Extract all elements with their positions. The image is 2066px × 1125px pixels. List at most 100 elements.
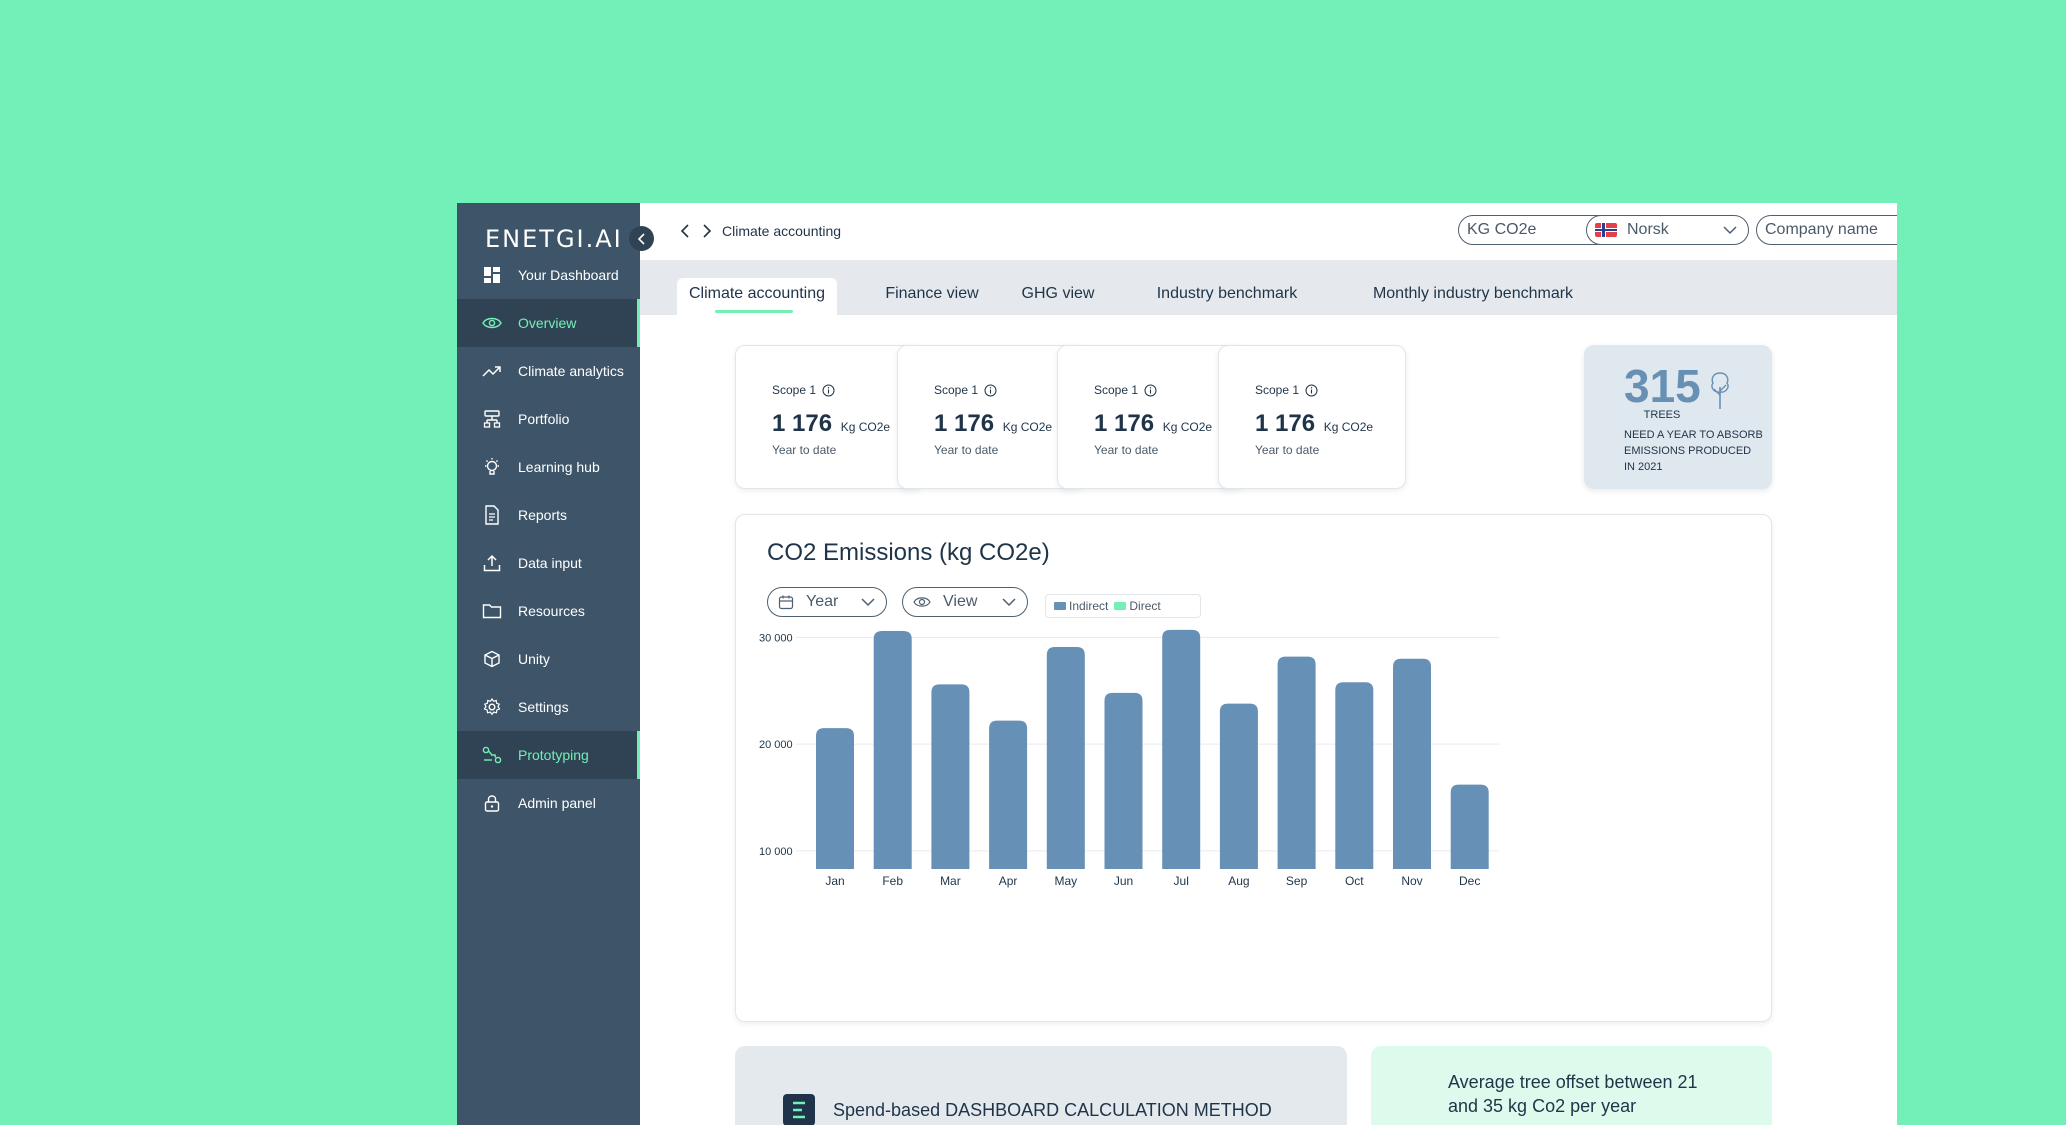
tab-finance-view[interactable]: Finance view [882,278,982,315]
x-tick-label: Oct [1345,874,1364,888]
info-icon[interactable] [1144,384,1157,397]
sidebar-item-label: Data input [518,555,582,571]
sidebar-item-label: Reports [518,507,568,523]
x-tick-label: Aug [1228,874,1249,888]
view-select-value: View [943,593,978,610]
tab-monthly-industry-benchmark[interactable]: Monthly industry benchmark [1348,278,1598,315]
scope-unit: Kg CO2e [1323,420,1374,434]
view-select[interactable]: View [902,587,1028,617]
gear-icon [482,697,502,717]
sidebar-item-your-dashboard[interactable]: Your Dashboard [457,251,640,299]
company-select[interactable]: Company name [1756,215,1897,245]
x-tick-label: Mar [940,874,961,888]
logo: ENETGI.AI [485,225,623,253]
legend-direct[interactable]: Direct [1114,599,1161,613]
x-tick-label: Jun [1114,874,1133,888]
bar-feb[interactable] [873,631,912,869]
language-select[interactable]: Norsk [1586,215,1749,245]
chevron-down-icon [1002,598,1016,607]
scope-label: Scope 1 [1094,383,1139,397]
bar-aug[interactable] [1219,703,1258,869]
x-tick-label: Jan [825,874,844,888]
x-tick-label: Nov [1401,874,1422,888]
forward-arrow-icon[interactable] [702,223,712,239]
info-icon[interactable] [1305,384,1318,397]
tab-ghg-view[interactable]: GHG view [1013,278,1103,315]
sidebar-item-label: Resources [518,603,585,619]
calculation-method-title: Spend-based DASHBOARD CALCULATION METHOD [833,1100,1272,1120]
document-icon [482,505,502,525]
sidebar-item-learning-hub[interactable]: Learning hub [457,443,640,491]
sidebar-item-label: Prototyping [518,747,589,763]
trees-description: NEED A YEAR TO ABSORB EMISSIONS PRODUCED… [1624,429,1763,473]
top-bar: Climate accounting KG CO2e Norsk Company… [640,203,1897,260]
eye-icon [913,597,931,607]
x-tick-label: Feb [882,874,903,888]
tree-offset-panel: Average tree offset between 21 and 35 kg… [1371,1046,1772,1125]
bar-jul[interactable] [1162,629,1201,869]
lightbulb-icon [482,457,502,477]
info-icon[interactable] [822,384,835,397]
norway-flag-icon [1595,223,1617,237]
info-icon[interactable] [984,384,997,397]
bar-jan[interactable] [816,728,854,869]
bar-sep[interactable] [1277,656,1316,869]
x-tick-label: Jul [1174,874,1189,888]
bar-apr[interactable] [989,720,1028,869]
scope-subtitle: Year to date [1094,443,1159,457]
tab-label: Climate accounting [688,284,826,302]
scope-value: 1 176 [772,410,833,437]
legend-indirect[interactable]: Indirect [1054,599,1108,613]
sidebar-item-prototyping[interactable]: Prototyping [457,731,640,779]
sidebar-item-overview[interactable]: Overview [457,299,640,347]
y-tick-label: 10 000 [759,846,793,858]
scope-value: 1 176 [1255,410,1316,437]
year-select[interactable]: Year [767,587,887,617]
scope-unit: Kg CO2e [1002,420,1053,434]
sidebar: ENETGI.AI Your Dashboard Overview Climate … [457,203,640,1125]
legend-label: Direct [1129,599,1161,613]
trend-icon [482,361,502,381]
tab-label: Industry benchmark [1156,284,1298,302]
scope-card: Scope 1 1 176 Kg CO2e Year to date [735,345,923,489]
chevron-left-icon [637,232,645,245]
sidebar-item-portfolio[interactable]: Portfolio [457,395,640,443]
scope-label: Scope 1 [1255,383,1300,397]
sidebar-item-data-input[interactable]: Data input [457,539,640,587]
scope-label: Scope 1 [934,383,979,397]
tree-offset-title: Average tree offset between 21 and 35 kg… [1448,1072,1698,1116]
sidebar-item-climate-analytics[interactable]: Climate analytics [457,347,640,395]
tab-climate-accounting[interactable]: Climate accounting [677,278,837,315]
trees-count: 315 [1624,360,1701,412]
eye-icon [482,313,502,333]
bar-dec[interactable] [1450,784,1489,869]
legend-label: Indirect [1069,599,1109,613]
sidebar-item-settings[interactable]: Settings [457,683,640,731]
bar-nov[interactable] [1393,658,1431,869]
sidebar-item-unity[interactable]: Unity [457,635,640,683]
bar-may[interactable] [1046,647,1085,869]
bar-mar[interactable] [931,684,970,869]
sidebar-item-admin-panel[interactable]: Admin panel [457,779,640,827]
sidebar-item-resources[interactable]: Resources [457,587,640,635]
bar-oct[interactable] [1335,682,1374,869]
collapse-sidebar-button[interactable] [629,226,654,251]
year-select-value: Year [806,593,839,610]
bar-jun[interactable] [1104,692,1143,869]
portfolio-icon [482,409,502,429]
tab-label: Monthly industry benchmark [1372,284,1574,302]
y-tick-label: 20 000 [759,739,793,751]
tab-label: Finance view [885,284,979,302]
tab-industry-benchmark[interactable]: Industry benchmark [1137,278,1317,315]
scope-subtitle: Year to date [934,443,999,457]
scope-card: Scope 1 1 176 Kg CO2e Year to date [897,345,1085,489]
sidebar-item-reports[interactable]: Reports [457,491,640,539]
back-arrow-icon[interactable] [680,223,690,239]
tab-label: GHG view [1021,284,1095,302]
scope-value: 1 176 [1094,410,1155,437]
active-tab-indicator [715,310,793,313]
company-select-value: Company name [1765,221,1878,238]
chevron-down-icon [861,598,875,607]
enetgi-e-icon [783,1094,815,1125]
dashboard-icon [482,265,502,285]
